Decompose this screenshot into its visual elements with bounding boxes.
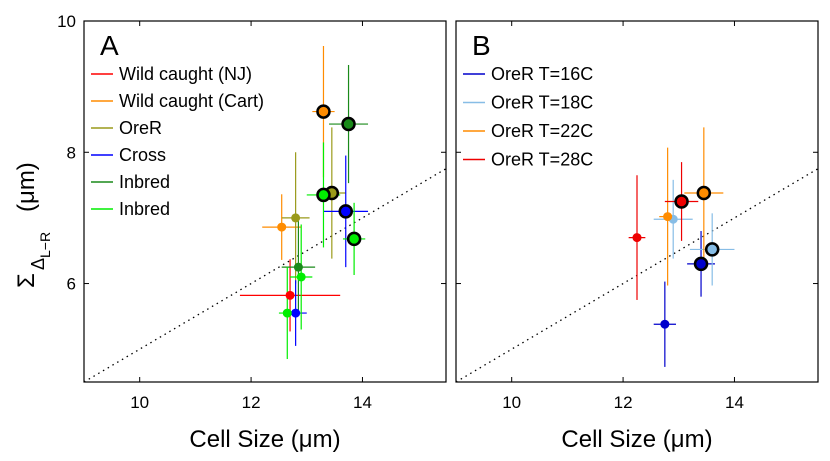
x-tick-label: 10 <box>130 393 149 412</box>
legend-label: OreR T=18C <box>491 93 593 113</box>
legend-label: OreR T=16C <box>491 64 593 84</box>
svg-text:(μm): (μm) <box>13 162 40 212</box>
data-point <box>632 233 642 243</box>
y-label-unit: (μm) <box>13 162 40 212</box>
x-tick-label: 14 <box>353 393 372 412</box>
data-point <box>293 262 303 272</box>
legend-label: OreR T=22C <box>491 121 593 141</box>
legend-label: Inbred <box>119 172 170 192</box>
data-point-outlined <box>341 116 356 132</box>
svg-text:L−R: L−R <box>37 232 53 258</box>
x-tick-label: 14 <box>725 393 744 412</box>
legend-label: Wild caught (NJ) <box>119 64 252 84</box>
panel-title: B <box>472 30 491 61</box>
x-tick-label: 10 <box>502 393 521 412</box>
x-axis-label: Cell Size (μm) <box>561 426 712 453</box>
y-label-sigma: Σ <box>13 273 40 288</box>
data-point <box>291 213 301 223</box>
data-point-outlined <box>704 242 720 257</box>
data-point-outlined <box>338 204 354 219</box>
y-tick-label: 10 <box>57 12 76 31</box>
data-point-outlined <box>316 187 331 203</box>
data-point <box>282 308 292 318</box>
y-label-delta: Δ <box>28 258 48 270</box>
data-point-outlined <box>346 231 362 247</box>
y-axis-label: Σ Δ L−R (μm) <box>13 162 53 288</box>
data-point <box>277 222 287 232</box>
data-point-outlined <box>696 185 712 201</box>
svg-text:Σ: Σ <box>13 273 40 288</box>
plot-frame <box>83 20 447 383</box>
data-point <box>285 290 295 300</box>
data-point <box>660 319 670 329</box>
panel-title: A <box>100 30 119 61</box>
legend-label: Inbred <box>119 199 170 219</box>
data-point <box>663 212 673 222</box>
data-point-outlined <box>674 194 689 209</box>
x-tick-label: 12 <box>242 393 261 412</box>
x-tick-label: 12 <box>614 393 633 412</box>
legend-label: Cross <box>119 145 166 165</box>
data-point-outlined <box>693 256 709 272</box>
data-point <box>296 272 306 282</box>
legend-label: OreR T=28C <box>491 150 593 170</box>
y-tick-label: 8 <box>67 143 76 162</box>
y-label-subscript: L−R <box>37 232 53 258</box>
legend-label: OreR <box>119 118 162 138</box>
svg-text:Δ: Δ <box>28 258 48 270</box>
data-point-outlined <box>316 104 331 119</box>
data-point <box>291 308 301 318</box>
reference-line <box>83 168 447 383</box>
x-axis-label: Cell Size (μm) <box>189 426 340 453</box>
y-tick-label: 6 <box>67 275 76 294</box>
legend-label: Wild caught (Cart) <box>119 91 264 111</box>
